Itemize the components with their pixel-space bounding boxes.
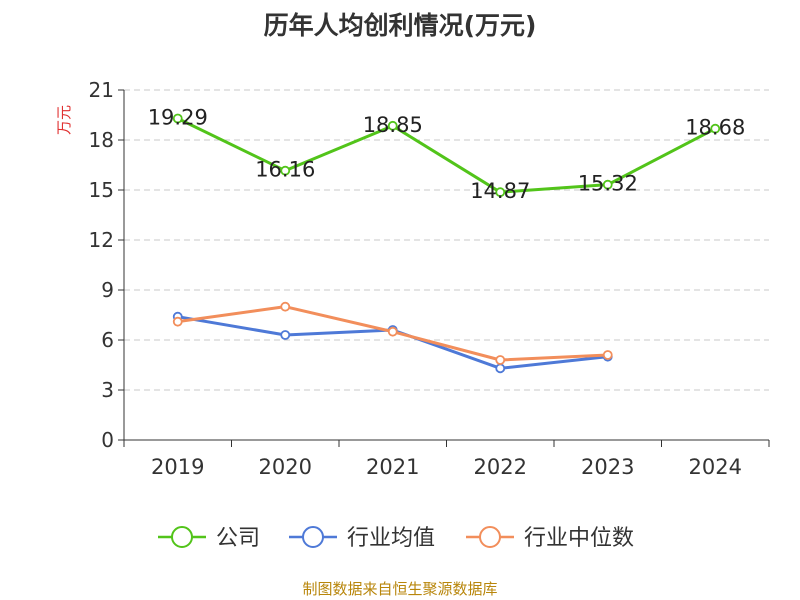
x-tick-label: 2022: [474, 455, 527, 479]
data-point: [602, 350, 613, 360]
data-point: [495, 355, 506, 365]
data-point: [602, 179, 613, 190]
data-point: [387, 326, 398, 337]
x-tick-label: 2020: [259, 455, 312, 479]
legend-swatch-marker: [302, 526, 324, 548]
y-tick-label: 0: [101, 428, 114, 452]
legend-swatch-marker: [479, 526, 501, 548]
y-tick-label: 9: [101, 278, 114, 302]
legend-label: 行业中位数: [524, 526, 634, 551]
legend-swatch-marker: [171, 526, 193, 548]
data-point: [280, 301, 291, 312]
data-label: 18.85: [363, 113, 423, 137]
data-label: 19.29: [148, 106, 208, 130]
data-point: [495, 187, 506, 198]
source-footer: 制图数据来自恒生聚源数据库: [302, 580, 498, 598]
x-tick-label: 2019: [151, 455, 204, 479]
legend-label: 公司: [216, 526, 260, 551]
chart-title: 历年人均创利情况(万元): [263, 11, 537, 40]
data-label: 14.87: [470, 179, 530, 203]
data-point: [172, 113, 183, 124]
x-tick-label: 2024: [689, 455, 742, 479]
data-point: [280, 165, 291, 176]
y-tick-label: 3: [101, 378, 114, 402]
data-point: [495, 363, 506, 374]
x-tick-label: 2021: [366, 455, 419, 479]
y-tick-label: 18: [89, 128, 114, 152]
y-tick-label: 21: [89, 78, 114, 102]
data-label: 15.32: [578, 172, 638, 196]
y-tick-label: 6: [101, 328, 114, 352]
y-axis-label: 万元: [55, 105, 73, 135]
data-point: [710, 123, 721, 134]
data-point: [280, 330, 291, 340]
series-line: [177, 117, 716, 194]
legend-label: 行业均值: [347, 526, 435, 551]
y-tick-label: 15: [89, 178, 114, 202]
data-point: [172, 316, 183, 327]
data-point: [387, 120, 398, 131]
series-line: [177, 315, 608, 370]
data-label: 16.16: [255, 158, 315, 182]
y-tick-label: 12: [89, 228, 114, 252]
x-tick-label: 2023: [581, 455, 634, 479]
data-label: 18.68: [685, 116, 745, 140]
